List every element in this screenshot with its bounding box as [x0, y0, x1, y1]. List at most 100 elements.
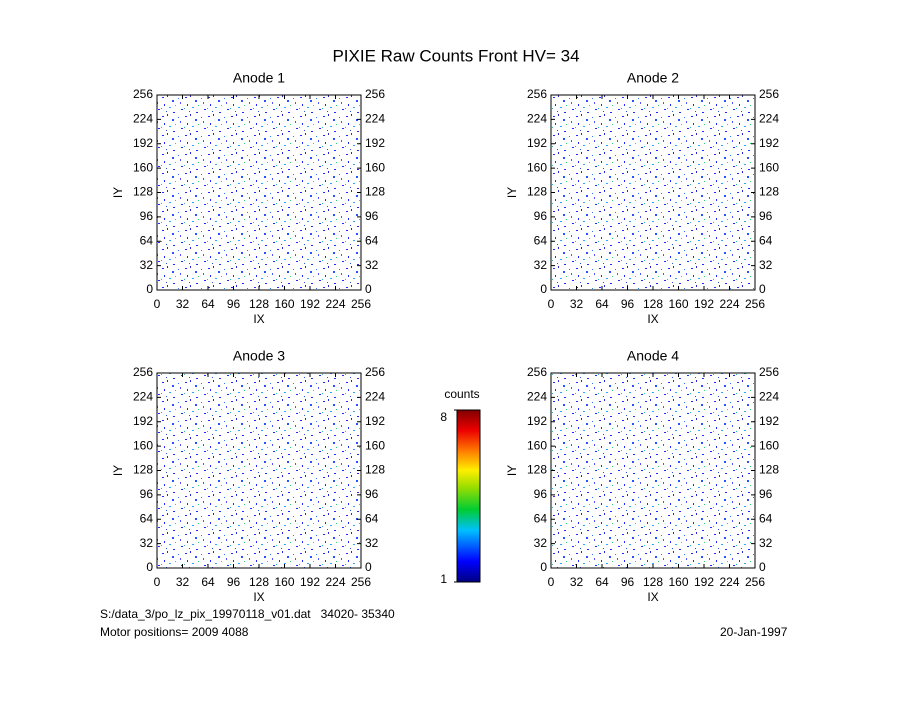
y-tick-label: 32	[140, 536, 154, 550]
motor-info: Motor positions= 2009 4088	[100, 625, 249, 639]
x-tick-label: 160	[668, 297, 688, 311]
x-tick-label: 256	[745, 575, 765, 589]
x-tick-label: 0	[548, 575, 555, 589]
x-tick-label: 160	[668, 575, 688, 589]
x-tick-label: 128	[643, 297, 663, 311]
x-tick-label: 0	[548, 297, 555, 311]
y-tick-label-right: 0	[365, 282, 372, 296]
y-tick-label: 160	[527, 160, 547, 174]
x-tick-label: 192	[300, 575, 320, 589]
x-axis-label: IX	[253, 590, 264, 604]
x-tick-label: 256	[351, 575, 371, 589]
y-tick-label: 128	[527, 185, 547, 199]
x-tick-label: 160	[274, 297, 294, 311]
y-tick-label-right: 96	[365, 487, 379, 501]
y-tick-label: 256	[527, 365, 547, 379]
x-tick-label: 224	[719, 575, 739, 589]
y-axis-label: IY	[111, 187, 125, 198]
y-tick-label: 192	[527, 136, 547, 150]
panel-title: Anode 3	[233, 348, 285, 364]
heatmap-image	[551, 373, 755, 568]
y-tick-label: 160	[527, 438, 547, 452]
y-tick-label-right: 160	[365, 438, 385, 452]
x-tick-label: 224	[325, 297, 345, 311]
x-tick-label: 96	[621, 575, 635, 589]
x-tick-label: 224	[719, 297, 739, 311]
y-tick-label-right: 64	[365, 511, 379, 525]
x-tick-label: 192	[694, 297, 714, 311]
x-tick-label: 128	[249, 575, 269, 589]
y-tick-label: 96	[534, 209, 548, 223]
colorbar	[456, 409, 481, 583]
x-axis-label: IX	[253, 312, 264, 326]
y-tick-label: 224	[133, 112, 153, 126]
y-tick-label-right: 96	[759, 487, 773, 501]
y-tick-label: 128	[133, 463, 153, 477]
y-tick-label-right: 160	[759, 160, 779, 174]
x-tick-label: 64	[201, 575, 215, 589]
x-tick-label: 192	[300, 297, 320, 311]
y-tick-label-right: 128	[365, 463, 385, 477]
y-tick-label: 64	[140, 233, 154, 247]
y-tick-label-right: 224	[365, 112, 385, 126]
y-tick-label-right: 192	[365, 136, 385, 150]
x-tick-label: 64	[595, 575, 609, 589]
y-tick-label: 256	[133, 365, 153, 379]
y-tick-label: 32	[534, 536, 548, 550]
x-tick-label: 64	[595, 297, 609, 311]
x-tick-label: 256	[351, 297, 371, 311]
x-tick-label: 96	[227, 297, 241, 311]
y-tick-label-right: 32	[365, 258, 379, 272]
y-tick-label-right: 64	[759, 511, 773, 525]
y-tick-label: 64	[140, 511, 154, 525]
y-tick-label-right: 32	[759, 536, 773, 550]
y-tick-label: 0	[540, 560, 547, 574]
x-tick-label: 32	[570, 297, 584, 311]
y-tick-label: 192	[527, 414, 547, 428]
y-tick-label-right: 256	[365, 87, 385, 101]
page-title: PIXIE Raw Counts Front HV= 34	[332, 46, 579, 65]
colorbar-tick-label: 1	[440, 572, 447, 586]
y-tick-label-right: 192	[759, 136, 779, 150]
x-tick-label: 224	[325, 575, 345, 589]
x-tick-label: 128	[249, 297, 269, 311]
y-tick-label: 160	[133, 438, 153, 452]
y-tick-label-right: 128	[365, 185, 385, 199]
heatmap-image	[551, 95, 755, 290]
y-tick-label: 128	[527, 463, 547, 477]
y-tick-label: 64	[534, 511, 548, 525]
y-tick-label: 0	[146, 282, 153, 296]
file-info: S:/data_3/po_lz_pix_19970118_v01.dat 340…	[100, 607, 395, 621]
y-tick-label-right: 64	[759, 233, 773, 247]
y-tick-label: 96	[140, 487, 154, 501]
panel-title: Anode 4	[627, 348, 679, 364]
y-tick-label: 64	[534, 233, 548, 247]
y-tick-label: 96	[140, 209, 154, 223]
x-tick-label: 32	[176, 575, 190, 589]
colorbar-label: counts	[444, 387, 479, 401]
y-tick-label-right: 224	[365, 390, 385, 404]
y-tick-label: 96	[534, 487, 548, 501]
y-tick-label-right: 160	[365, 160, 385, 174]
y-tick-label-right: 256	[365, 365, 385, 379]
y-axis-label: IY	[505, 465, 519, 476]
x-axis-label: IX	[647, 590, 658, 604]
panel-title: Anode 1	[233, 70, 285, 86]
y-tick-label-right: 0	[365, 560, 372, 574]
y-tick-label-right: 160	[759, 438, 779, 452]
y-tick-label-right: 224	[759, 390, 779, 404]
x-tick-label: 96	[227, 575, 241, 589]
panel-title: Anode 2	[627, 70, 679, 86]
y-tick-label: 224	[133, 390, 153, 404]
y-tick-label: 0	[146, 560, 153, 574]
colorbar-tick-label: 8	[440, 410, 447, 424]
y-tick-label: 192	[133, 414, 153, 428]
y-tick-label-right: 128	[759, 463, 779, 477]
y-tick-label: 224	[527, 390, 547, 404]
y-tick-label-right: 64	[365, 233, 379, 247]
date: 20-Jan-1997	[720, 625, 788, 639]
y-tick-label: 128	[133, 185, 153, 199]
y-tick-label: 256	[133, 87, 153, 101]
x-tick-label: 128	[643, 575, 663, 589]
